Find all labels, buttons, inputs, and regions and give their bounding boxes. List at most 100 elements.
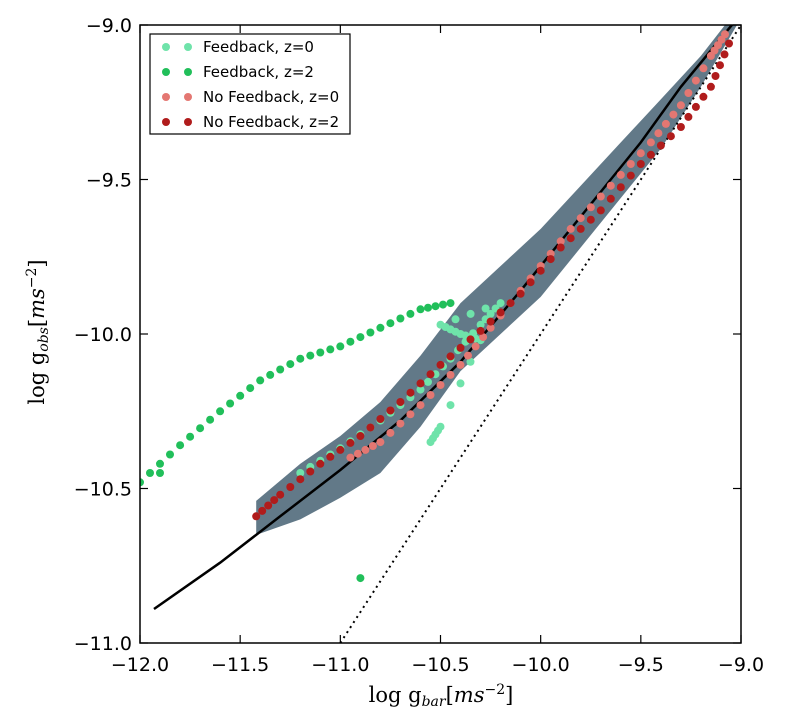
data-point: [479, 333, 488, 342]
data-point: [366, 423, 375, 432]
data-point: [566, 234, 575, 243]
y-tick-label: −10.0: [74, 324, 132, 346]
data-point: [396, 314, 405, 323]
data-point: [721, 30, 729, 39]
data-point: [156, 469, 164, 477]
data-point: [326, 452, 335, 461]
data-point: [464, 351, 472, 360]
data-point: [476, 326, 485, 335]
data-point: [236, 391, 245, 400]
legend-label: No Feedback, z=0: [203, 88, 339, 106]
data-point: [276, 365, 285, 374]
data-point: [661, 119, 670, 128]
data-point: [636, 149, 645, 158]
y-axis-label: log gobs[ms−2]: [24, 259, 52, 404]
data-point: [396, 398, 405, 406]
data-point: [306, 467, 315, 476]
data-point: [416, 385, 425, 394]
series-3: [252, 39, 733, 521]
data-point: [296, 475, 305, 484]
data-point: [346, 337, 355, 346]
data-point: [246, 384, 255, 393]
data-point: [711, 72, 720, 80]
data-point: [446, 299, 455, 308]
data-point: [196, 424, 205, 433]
data-point: [424, 303, 432, 312]
x-tick-label: −10.0: [512, 654, 570, 676]
data-point: [266, 370, 275, 379]
legend-marker: [162, 93, 170, 101]
data-point: [699, 92, 708, 101]
data-point: [146, 469, 154, 477]
data-point: [140, 478, 144, 487]
data-points: [140, 30, 733, 583]
data-point: [336, 342, 345, 351]
data-point: [576, 214, 585, 223]
data-point: [486, 309, 495, 318]
data-point: [396, 419, 405, 428]
data-point: [626, 171, 635, 180]
data-point: [471, 342, 480, 351]
data-point: [216, 407, 225, 416]
data-point: [456, 379, 465, 388]
data-point: [346, 438, 355, 447]
data-point: [252, 512, 261, 521]
data-point: [356, 333, 365, 342]
data-point: [186, 432, 195, 441]
x-tick-label: −12.0: [111, 654, 169, 676]
data-point: [156, 459, 164, 468]
y-tick-label: −9.5: [86, 170, 132, 192]
data-point: [566, 224, 575, 233]
data-point: [436, 381, 445, 389]
data-point: [439, 300, 447, 309]
data-point: [446, 352, 455, 361]
data-point: [376, 323, 385, 332]
data-point: [386, 406, 395, 415]
data-point: [486, 323, 495, 332]
data-point: [466, 357, 475, 366]
data-point: [416, 379, 425, 388]
data-point: [666, 132, 675, 141]
data-point: [496, 308, 505, 317]
data-point: [496, 299, 505, 308]
data-point: [306, 351, 315, 360]
data-point: [316, 459, 325, 468]
data-point: [669, 110, 678, 119]
legend-label: No Feedback, z=2: [203, 113, 339, 131]
data-point: [596, 206, 605, 215]
data-point: [606, 181, 615, 190]
data-point: [361, 445, 370, 454]
data-point: [676, 123, 685, 131]
data-point: [646, 150, 655, 159]
data-point: [258, 506, 267, 515]
data-point: [616, 170, 625, 179]
data-point: [691, 102, 700, 111]
data-point: [316, 348, 325, 357]
series-1: [140, 299, 455, 583]
data-point: [691, 76, 700, 85]
data-point: [426, 391, 435, 399]
data-point: [376, 438, 385, 447]
data-point: [226, 399, 235, 408]
legend-marker: [162, 43, 170, 51]
data-point: [406, 309, 415, 318]
data-point: [356, 432, 365, 440]
data-point: [536, 266, 545, 275]
data-point: [270, 496, 279, 505]
legend-box: [149, 33, 351, 135]
data-point: [368, 442, 377, 450]
data-point: [436, 360, 445, 369]
data-point: [586, 203, 595, 212]
legend-marker: [184, 43, 192, 51]
data-point: [706, 82, 715, 91]
data-point: [546, 255, 555, 264]
data-point: [446, 370, 455, 379]
data-point: [466, 309, 475, 318]
scatter-band: [256, 25, 737, 535]
y-tick-label: −10.5: [74, 479, 132, 501]
x-tick-label: −11.0: [311, 654, 369, 676]
data-point: [616, 183, 625, 192]
data-point: [636, 160, 645, 168]
axis-ticks: −12.0 −11.5 −11.0 −10.5 −10.0 −9.5 −9.0 −11.0 −1…: [74, 15, 764, 676]
data-point: [699, 64, 708, 73]
